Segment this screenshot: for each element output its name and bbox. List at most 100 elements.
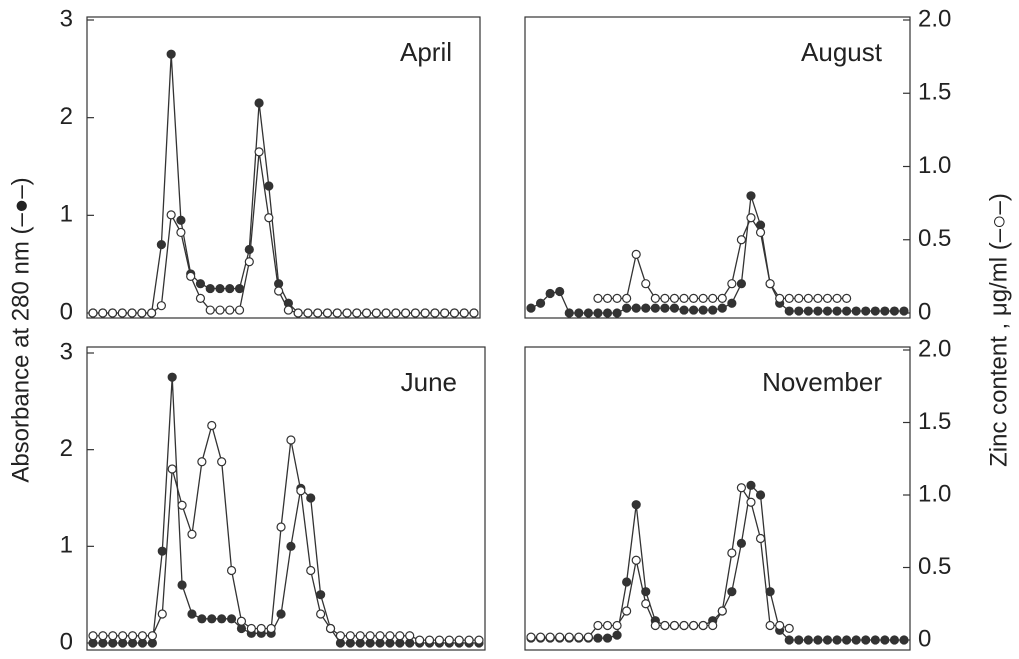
data-point	[454, 635, 464, 645]
plot-frame	[86, 16, 481, 319]
data-point	[187, 529, 197, 539]
data-point	[225, 283, 235, 294]
data-point	[564, 632, 574, 642]
data-point	[88, 631, 98, 641]
data-point	[602, 308, 613, 318]
data-point	[545, 288, 555, 299]
data-point	[822, 635, 833, 645]
data-point	[708, 293, 718, 303]
data-point	[641, 599, 651, 609]
data-point	[813, 635, 823, 645]
data-point	[765, 279, 775, 289]
data-point	[177, 580, 187, 590]
data-point	[889, 635, 900, 645]
y-tick-label: 1	[60, 532, 73, 559]
data-point	[217, 457, 227, 467]
data-point	[612, 630, 622, 640]
data-point	[137, 308, 147, 318]
data-point	[622, 606, 632, 616]
data-point	[593, 633, 603, 643]
data-point	[166, 49, 176, 59]
y2-tick-label: 0.5	[918, 553, 951, 580]
data-point	[679, 293, 689, 303]
data-point	[313, 308, 323, 318]
data-point	[246, 623, 256, 634]
data-point	[612, 620, 622, 631]
data-point	[736, 279, 747, 289]
data-point	[166, 210, 176, 220]
y2-tick-label: 0	[918, 298, 931, 325]
data-point	[669, 620, 680, 631]
data-point	[215, 305, 225, 315]
data-point	[641, 303, 651, 313]
data-point	[602, 633, 613, 643]
data-point	[746, 480, 756, 490]
data-point	[156, 301, 166, 311]
data-point	[303, 308, 313, 318]
data-point	[469, 308, 479, 318]
data-point	[286, 435, 296, 445]
data-point	[176, 215, 186, 225]
y2-tick-label: 2.0	[918, 335, 951, 362]
data-point	[176, 227, 186, 238]
data-point	[813, 293, 823, 303]
data-point	[420, 308, 430, 318]
data-point	[650, 293, 660, 303]
panel-title: November	[762, 367, 882, 397]
data-point	[167, 372, 177, 382]
data-point	[880, 306, 890, 316]
data-point	[650, 303, 660, 313]
data-point	[631, 249, 641, 259]
data-point	[283, 305, 293, 315]
data-point	[256, 623, 266, 634]
data-point	[207, 420, 217, 431]
y2-tick-label: 0.5	[918, 225, 951, 252]
data-point	[88, 308, 98, 318]
data-point	[195, 279, 206, 289]
data-point	[698, 305, 708, 315]
data-point	[205, 305, 215, 315]
data-point	[708, 305, 718, 315]
data-point	[555, 286, 565, 297]
data-point	[449, 308, 460, 318]
data-point	[727, 298, 737, 308]
panel-title: April	[400, 37, 452, 67]
data-point	[254, 98, 264, 108]
data-point	[755, 227, 766, 238]
data-point	[631, 303, 641, 313]
data-point	[746, 497, 756, 507]
y2-axis-label: Zinc content , μg/ml (–○–)	[985, 193, 1012, 467]
data-point	[727, 279, 737, 289]
y-tick-label: 1	[60, 201, 73, 228]
data-point	[306, 565, 316, 576]
plot-frame	[524, 16, 911, 319]
data-point	[622, 303, 632, 313]
data-point	[410, 308, 420, 318]
series-line	[531, 486, 790, 638]
data-point	[708, 620, 718, 631]
data-point	[147, 631, 157, 641]
data-point	[861, 306, 871, 316]
data-point	[899, 635, 909, 645]
data-point	[236, 616, 247, 626]
data-point	[574, 308, 584, 318]
data-point	[355, 631, 365, 641]
data-point	[345, 631, 355, 641]
data-point	[98, 308, 108, 318]
data-point	[688, 293, 699, 303]
data-point	[385, 631, 395, 641]
data-point	[880, 635, 890, 645]
data-point	[822, 293, 833, 303]
data-point	[736, 538, 747, 548]
data-point	[352, 308, 362, 318]
data-point	[244, 244, 254, 255]
data-point	[226, 614, 237, 624]
plot-frame	[524, 346, 911, 651]
data-point	[717, 303, 727, 313]
data-point	[746, 213, 756, 223]
data-point	[147, 308, 157, 318]
data-point	[870, 306, 880, 316]
data-point	[118, 631, 128, 641]
data-point	[794, 306, 804, 316]
